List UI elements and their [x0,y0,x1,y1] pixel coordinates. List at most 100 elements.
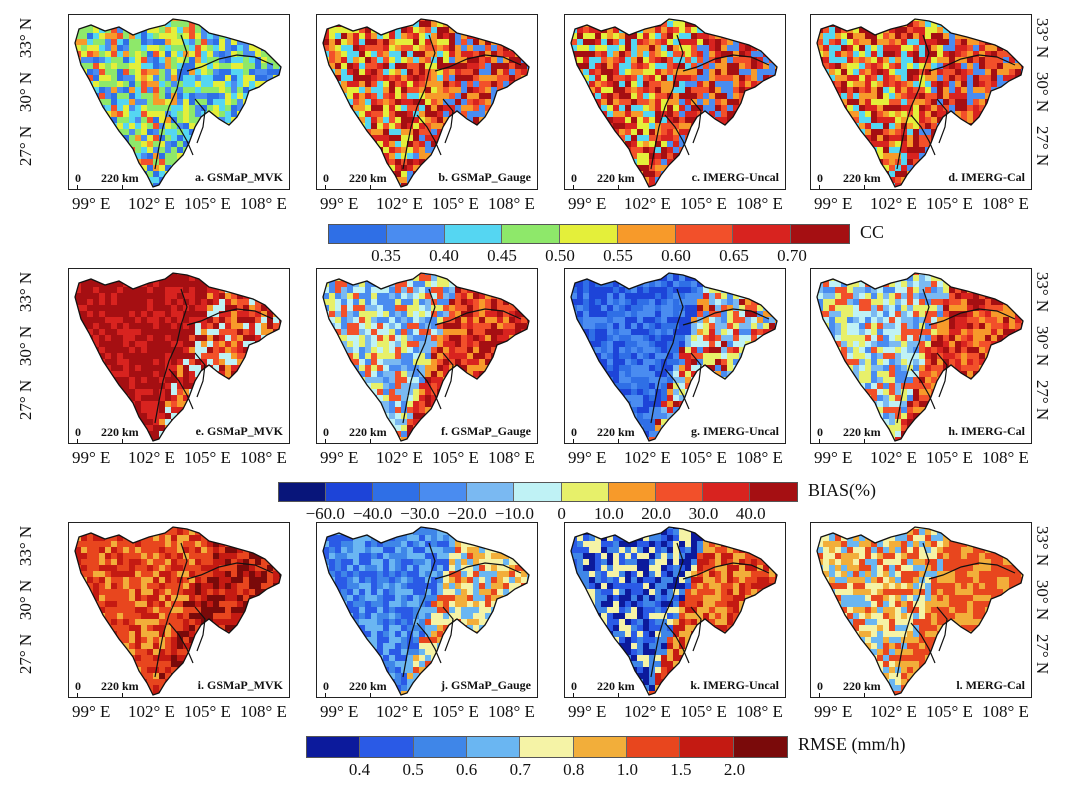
x-tick-label: 102° E [128,194,175,213]
raster-map [322,272,530,442]
scale-bar-line [573,185,619,189]
map-panel: 0 220 km b. GSMaP_Gauge [316,14,538,190]
raster-map [570,526,778,696]
y-tick-label-left: 30° N [16,325,36,367]
subregion-boundary [402,542,436,678]
scale-bar-line [325,693,371,697]
subregion-boundary [682,54,770,72]
scale-bar-distance: 220 km [597,679,635,693]
y-tick-label-left: 30° N [16,579,36,621]
colorbar-swatch [444,225,503,243]
map-panel: 0 220 km g. IMERG-Uncal [564,268,786,444]
map-panel: 0 220 km j. GSMaP_Gauge [316,522,538,698]
raster-cells [571,527,777,695]
colorbar-tick-label: −20.0 [447,504,487,523]
subregion-boundary [168,368,194,410]
region-boundary [570,18,778,188]
raster-map [74,272,282,442]
colorbar-swatch [617,225,676,243]
map-panel: 0 220 km d. IMERG-Cal [810,14,1032,190]
subregion-boundary [928,562,1016,580]
colorbar-swatch [420,483,468,501]
raster-cells [75,527,281,695]
subregion-boundary [442,98,454,144]
y-tick-label-right: 27° N [1033,125,1053,167]
colorbar-swatch [560,225,618,243]
x-tick-label: 108° E [240,448,287,467]
y-tick-label-right: 27° N [1033,379,1053,421]
colorbar [278,482,798,502]
colorbar-swatch [655,483,703,501]
subregion-boundary [682,562,770,580]
subregion-boundary [186,308,274,326]
region-boundary [816,272,1024,442]
raster-map [816,272,1024,442]
raster-map [570,272,778,442]
colorbar-tick-label: 2.0 [723,760,746,779]
scale-bar-zero: 0 [323,679,329,693]
raster-cells [571,273,777,441]
colorbar-tick-label: 0.55 [603,246,633,265]
colorbar-tick-label: 20.0 [641,504,672,523]
colorbar-swatch [514,483,562,501]
x-tick-label: 99° E [72,702,111,721]
subregion-boundary [682,308,770,326]
subregion-boundary [186,54,274,72]
subregion-boundary [936,98,948,144]
y-tick-label-left: 33° N [16,17,36,59]
subregion-boundary [690,352,702,398]
x-tick-label: 105° E [432,702,479,721]
x-tick-label: 105° E [184,448,231,467]
x-tick-label: 108° E [488,448,535,467]
x-tick-label: 108° E [982,702,1029,721]
raster-cells [323,273,529,441]
region-boundary [322,526,530,696]
raster-map [816,18,1024,188]
panel-label: b. GSMaP_Gauge [438,170,531,184]
x-tick-label: 102° E [624,702,671,721]
region-boundary [816,18,1024,188]
subregion-boundary [664,114,690,156]
scale-bar-zero: 0 [571,425,577,439]
subregion-boundary [896,288,930,424]
scale-bar-line [819,693,865,697]
raster-map [322,526,530,696]
subregion-boundary [402,34,436,170]
colorbar-tick-label: 0.7 [509,760,531,779]
scale-bar-line [77,439,123,443]
raster-cells [571,19,777,187]
scale-bar-zero: 0 [571,171,577,185]
subregion-boundary [168,622,194,664]
scale-bar-zero: 0 [571,679,577,693]
map-panel: 0 220 km e. GSMaP_MVK [68,268,290,444]
colorbar-swatch [680,737,734,757]
subregion-boundary [434,308,522,326]
x-tick-label: 99° E [568,194,607,213]
y-tick-label-right: 30° N [1033,579,1053,621]
x-tick-label: 108° E [240,702,287,721]
subregion-boundary [434,54,522,72]
colorbar-tick-label: −60.0 [305,504,345,523]
x-tick-label: 102° E [870,702,917,721]
scale-bar-distance: 220 km [843,425,881,439]
colorbar-swatch [561,483,609,501]
colorbar-tick-label: −10.0 [494,504,535,523]
colorbar-swatch [520,737,574,757]
x-tick-label: 105° E [680,702,727,721]
scale-bar-line [573,693,619,697]
scale-bar-zero: 0 [817,425,823,439]
subregion-boundary [664,368,690,410]
colorbar-swatch [466,737,521,757]
scale-bar-line [77,185,123,189]
x-tick-label: 105° E [680,194,727,213]
region-boundary [570,272,778,442]
x-tick-label: 108° E [982,448,1029,467]
region-boundary [816,526,1024,696]
subregion-boundary [896,34,930,170]
colorbar [306,736,788,758]
colorbar-swatch [326,483,374,501]
x-tick-label: 105° E [926,194,973,213]
colorbar-tick-label: 1.5 [670,760,692,779]
y-tick-label-left: 27° N [16,633,36,675]
x-tick-label: 102° E [376,194,423,213]
